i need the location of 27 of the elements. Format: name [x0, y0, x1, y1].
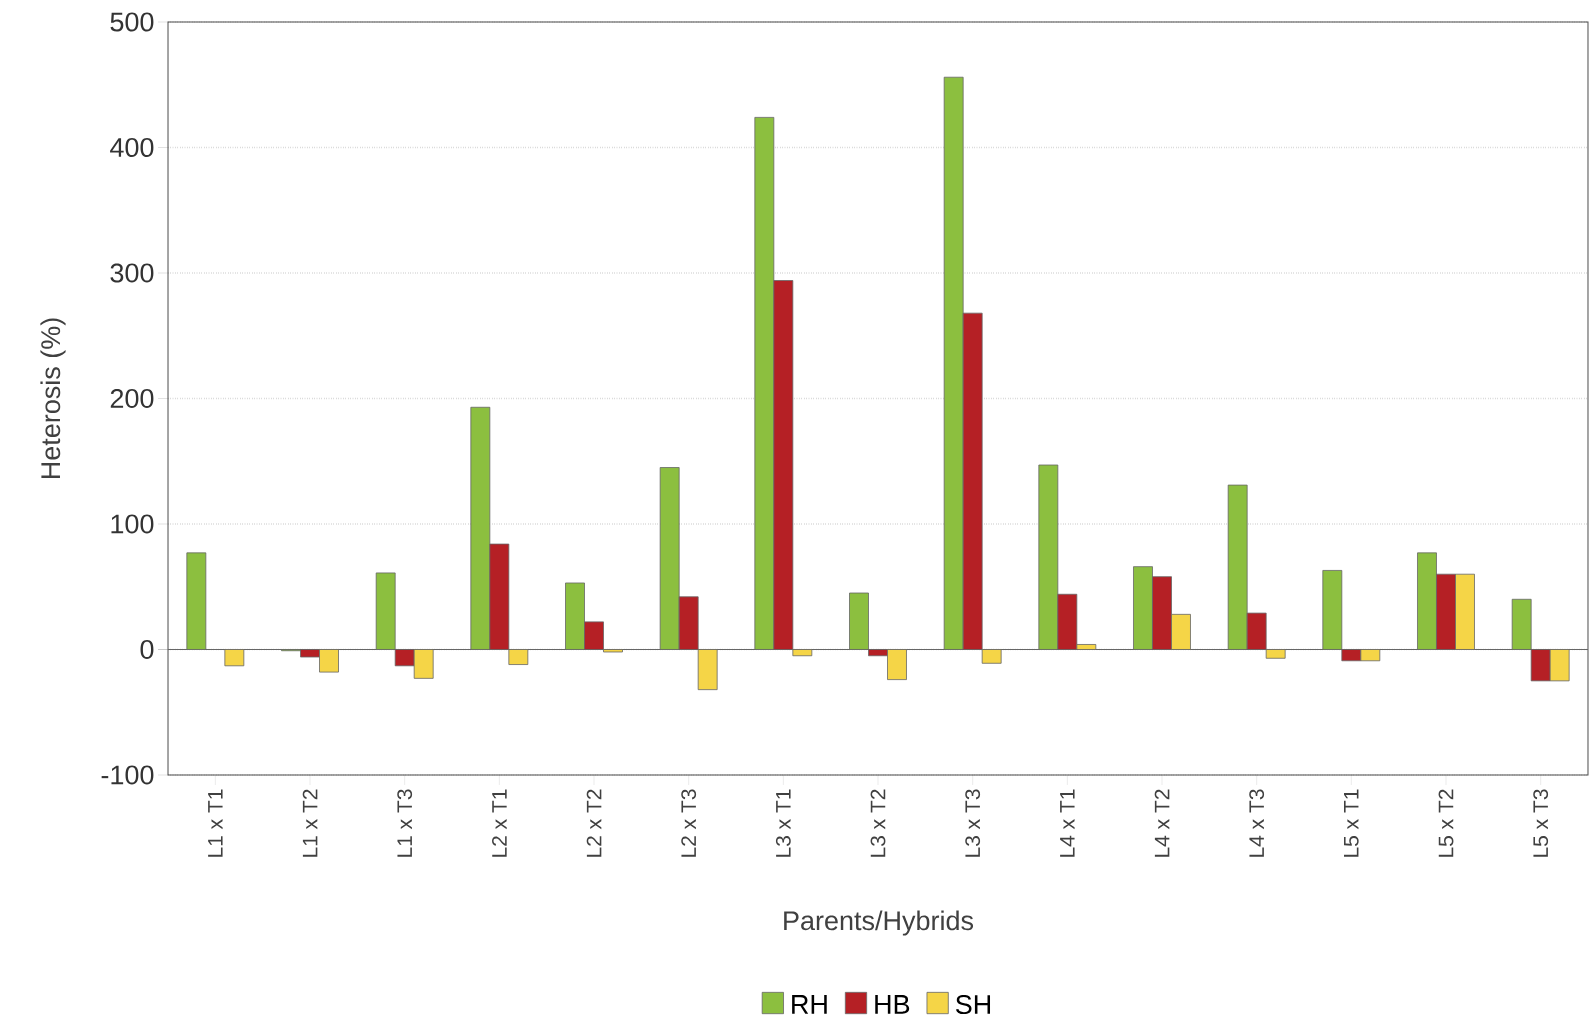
x-tick-label: L1 x T1 [208, 789, 223, 857]
x-tick-label: L5 x T3 [1533, 789, 1549, 857]
y-tick-label: 100 [111, 514, 154, 534]
x-tick-label: L4 x T2 [1154, 789, 1170, 857]
x-tick-label: L1 x T3 [397, 789, 413, 857]
y-tick-label: 500 [110, 12, 154, 32]
y-tick-label: 200 [110, 388, 154, 409]
x-tick-label: L2 x T1 [492, 789, 507, 857]
x-axis-title: Parents/Hybrids [784, 910, 974, 936]
x-tick-label: L2 x T3 [681, 789, 697, 857]
y-tick-label: 400 [110, 137, 154, 158]
y-tick-label: 300 [110, 263, 154, 283]
x-tick-label: L4 x T3 [1249, 789, 1265, 857]
legend-label: RH [792, 995, 827, 1014]
x-tick-label: L2 x T2 [586, 789, 602, 857]
y-axis-title: Heterosis (%) [40, 318, 66, 479]
x-tick-label: L5 x T1 [1344, 789, 1359, 857]
y-tick-label: 0 [140, 639, 154, 660]
y-tick-label: -100 [101, 765, 154, 785]
legend-label: HB [875, 995, 910, 1014]
x-tick-label: L5 x T2 [1438, 789, 1454, 857]
x-tick-label: L3 x T3 [965, 789, 981, 857]
legend-label: SH [955, 994, 991, 1015]
x-tick-label: L4 x T1 [1060, 789, 1075, 857]
x-tick-label: L3 x T2 [870, 789, 886, 857]
x-tick-label: L3 x T1 [775, 789, 791, 857]
x-tick-label: L1 x T2 [302, 789, 318, 857]
